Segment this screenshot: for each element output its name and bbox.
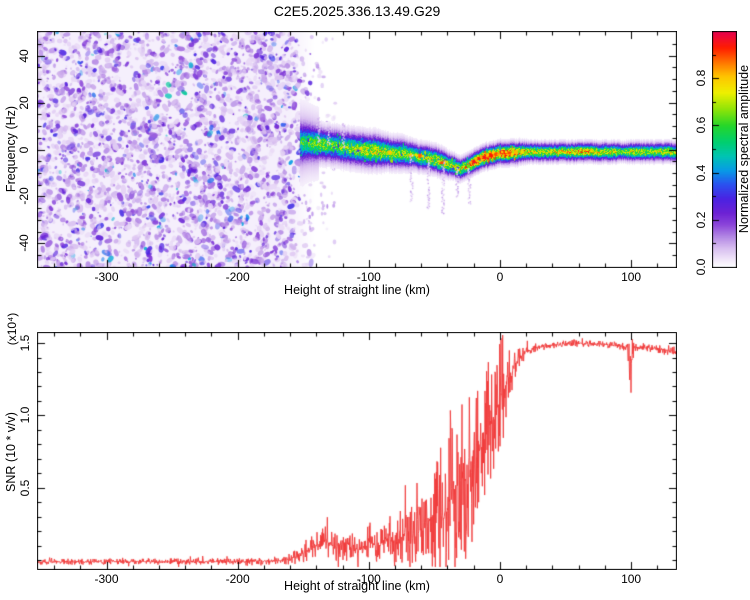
bottom-y-axis-label: SNR (10 * v/v)	[4, 412, 18, 492]
top-x-tick-label: -300	[94, 270, 119, 284]
freq-tick-label: -40	[17, 234, 31, 253]
colorbar-tick-label: 0.0	[694, 258, 708, 276]
snr-canvas	[37, 332, 677, 570]
top-x-tick-label: -200	[225, 270, 250, 284]
snr-tick-label: 1.5	[18, 334, 32, 352]
spectrogram-canvas	[37, 31, 677, 268]
top-x-tick-label: 100	[621, 270, 642, 284]
freq-tick-label: 20	[17, 95, 31, 110]
colorbar-tick-label: 0.6	[694, 117, 708, 134]
bottom-x-tick-label: -200	[225, 572, 250, 586]
bottom-x-tick-label: 100	[621, 572, 642, 586]
freq-tick-label: 40	[17, 48, 31, 63]
bottom-x-tick-label: 0	[496, 572, 504, 586]
plot-title: C2E5.2025.336.13.49.G29	[273, 3, 441, 19]
colorbar-tick-label: 0.8	[694, 69, 708, 87]
colorbar-canvas	[712, 31, 737, 268]
freq-tick-label: -20	[17, 187, 31, 206]
top-x-tick-label: -100	[356, 270, 381, 284]
bottom-x-tick-label: -100	[356, 572, 381, 586]
snr-tick-label: 1.0	[18, 407, 32, 424]
colorbar-tick-label: 0.4	[694, 164, 708, 181]
top-x-tick-label: 0	[496, 270, 504, 284]
freq-tick-label: 0	[17, 146, 31, 153]
bottom-y-scale-note: (x10⁴)	[5, 312, 19, 346]
bottom-x-axis-label: Height of straight line (km)	[284, 579, 430, 593]
colorbar-tick-label: 0.2	[694, 211, 708, 229]
snr-tick-label: 0.5	[18, 479, 32, 497]
top-x-axis-label: Height of straight line (km)	[284, 283, 430, 297]
bottom-x-tick-label: -300	[94, 572, 119, 586]
top-y-axis-label: Frequency (Hz)	[4, 105, 18, 193]
colorbar-axis-label: Normalized spectral amplitude	[737, 64, 750, 234]
